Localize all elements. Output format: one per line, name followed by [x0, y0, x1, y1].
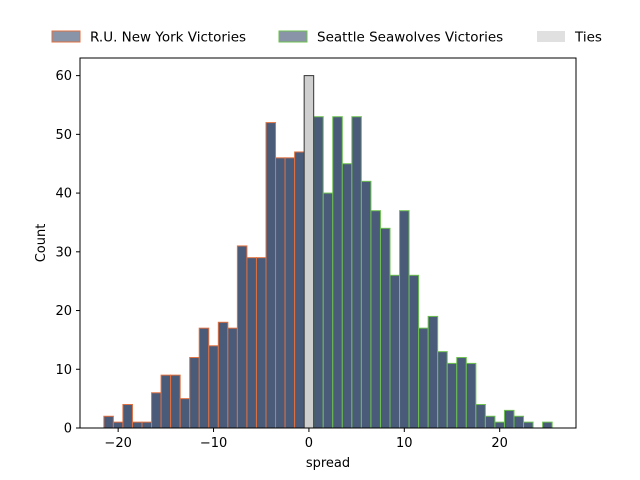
bar-series-1-bin-22 [513, 415, 525, 429]
bar-series-1-bin-25 [542, 421, 553, 429]
x-tick-label: 10 [396, 436, 413, 451]
legend-item-2: Ties [537, 30, 602, 46]
bar-series-0-bin--3 [275, 157, 286, 429]
bar-series-0-bin--2 [284, 157, 296, 429]
legend-swatch [537, 31, 565, 42]
bar-series-0-bin--20 [112, 421, 124, 429]
legend-swatch [51, 30, 81, 43]
bar-series-1-bin-6 [360, 180, 372, 429]
bar-series-0-bin--19 [122, 404, 133, 429]
plot-frame [79, 57, 577, 429]
bar-series-1-bin-20 [494, 421, 505, 429]
y-tick-label: 10 [55, 363, 72, 378]
bar-series-0-bin--9 [217, 321, 229, 429]
bar-series-1-bin-7 [370, 210, 381, 429]
x-tick-label: 20 [491, 436, 508, 451]
bar-series-0-bin--5 [255, 257, 267, 429]
bar-series-2-bin-0 [303, 75, 315, 429]
y-tick-label: 60 [55, 69, 72, 84]
bar-series-1-bin-21 [503, 409, 515, 429]
bar-series-0-bin--16 [151, 392, 162, 429]
bar-series-1-bin-8 [379, 227, 391, 429]
bar-series-1-bin-4 [341, 163, 353, 429]
y-axis-label: Count [34, 224, 49, 263]
bar-series-0-bin--15 [160, 374, 172, 429]
bar-series-1-bin-12 [418, 327, 429, 429]
bar-series-1-bin-13 [427, 315, 439, 429]
bar-series-0-bin--1 [294, 151, 305, 429]
x-tick-label: −20 [104, 436, 131, 451]
bar-series-0-bin--7 [236, 245, 248, 429]
y-tick-label: 40 [55, 187, 72, 202]
bar-series-1-bin-15 [446, 362, 458, 429]
bar-series-1-bin-19 [484, 415, 496, 429]
legend: R.U. New York Victories Seattle Seawolves… [51, 30, 602, 46]
bar-series-1-bin-18 [475, 404, 486, 429]
y-axis: 0 10 20 30 40 50 60 [55, 69, 80, 437]
bar-series-1-bin-16 [456, 357, 467, 429]
bars-layer [103, 75, 553, 429]
bar-series-0-bin--6 [246, 257, 257, 429]
legend-label: Seattle Seawolves Victories [317, 30, 503, 46]
bar-series-0-bin--18 [131, 421, 143, 429]
bar-series-1-bin-5 [351, 116, 362, 429]
bar-series-1-bin-11 [408, 274, 420, 429]
bar-series-1-bin-9 [389, 274, 401, 429]
bar-series-1-bin-23 [523, 421, 534, 429]
bar-series-0-bin--14 [170, 374, 181, 429]
x-tick-label: 0 [305, 436, 313, 451]
bar-series-0-bin--21 [103, 415, 114, 429]
bar-series-0-bin--17 [141, 421, 153, 429]
legend-label: Ties [574, 30, 602, 46]
x-axis: −20 −10 0 10 20 [104, 428, 508, 451]
legend-item-0: R.U. New York Victories [51, 30, 246, 46]
bar-series-1-bin-10 [399, 210, 410, 429]
bar-series-1-bin-3 [332, 116, 343, 429]
bar-series-0-bin--11 [198, 327, 210, 429]
y-tick-label: 20 [55, 304, 72, 319]
bar-series-0-bin--12 [189, 357, 200, 429]
legend-item-1: Seattle Seawolves Victories [278, 30, 503, 46]
bar-series-1-bin-14 [437, 351, 448, 429]
y-tick-label: 30 [55, 245, 72, 260]
bar-series-0-bin--10 [208, 345, 219, 429]
x-axis-label: spread [306, 456, 350, 471]
bar-series-0-bin--8 [227, 327, 238, 429]
x-tick-label: −10 [200, 436, 227, 451]
y-tick-label: 0 [64, 422, 72, 437]
y-tick-label: 50 [55, 128, 72, 143]
bar-series-0-bin--13 [179, 398, 191, 429]
legend-label: R.U. New York Victories [90, 30, 246, 46]
bar-series-1-bin-17 [465, 362, 477, 429]
bar-series-0-bin--4 [265, 122, 277, 429]
bar-series-1-bin-2 [322, 192, 334, 429]
legend-swatch [278, 30, 308, 43]
bar-series-1-bin-1 [313, 116, 324, 429]
